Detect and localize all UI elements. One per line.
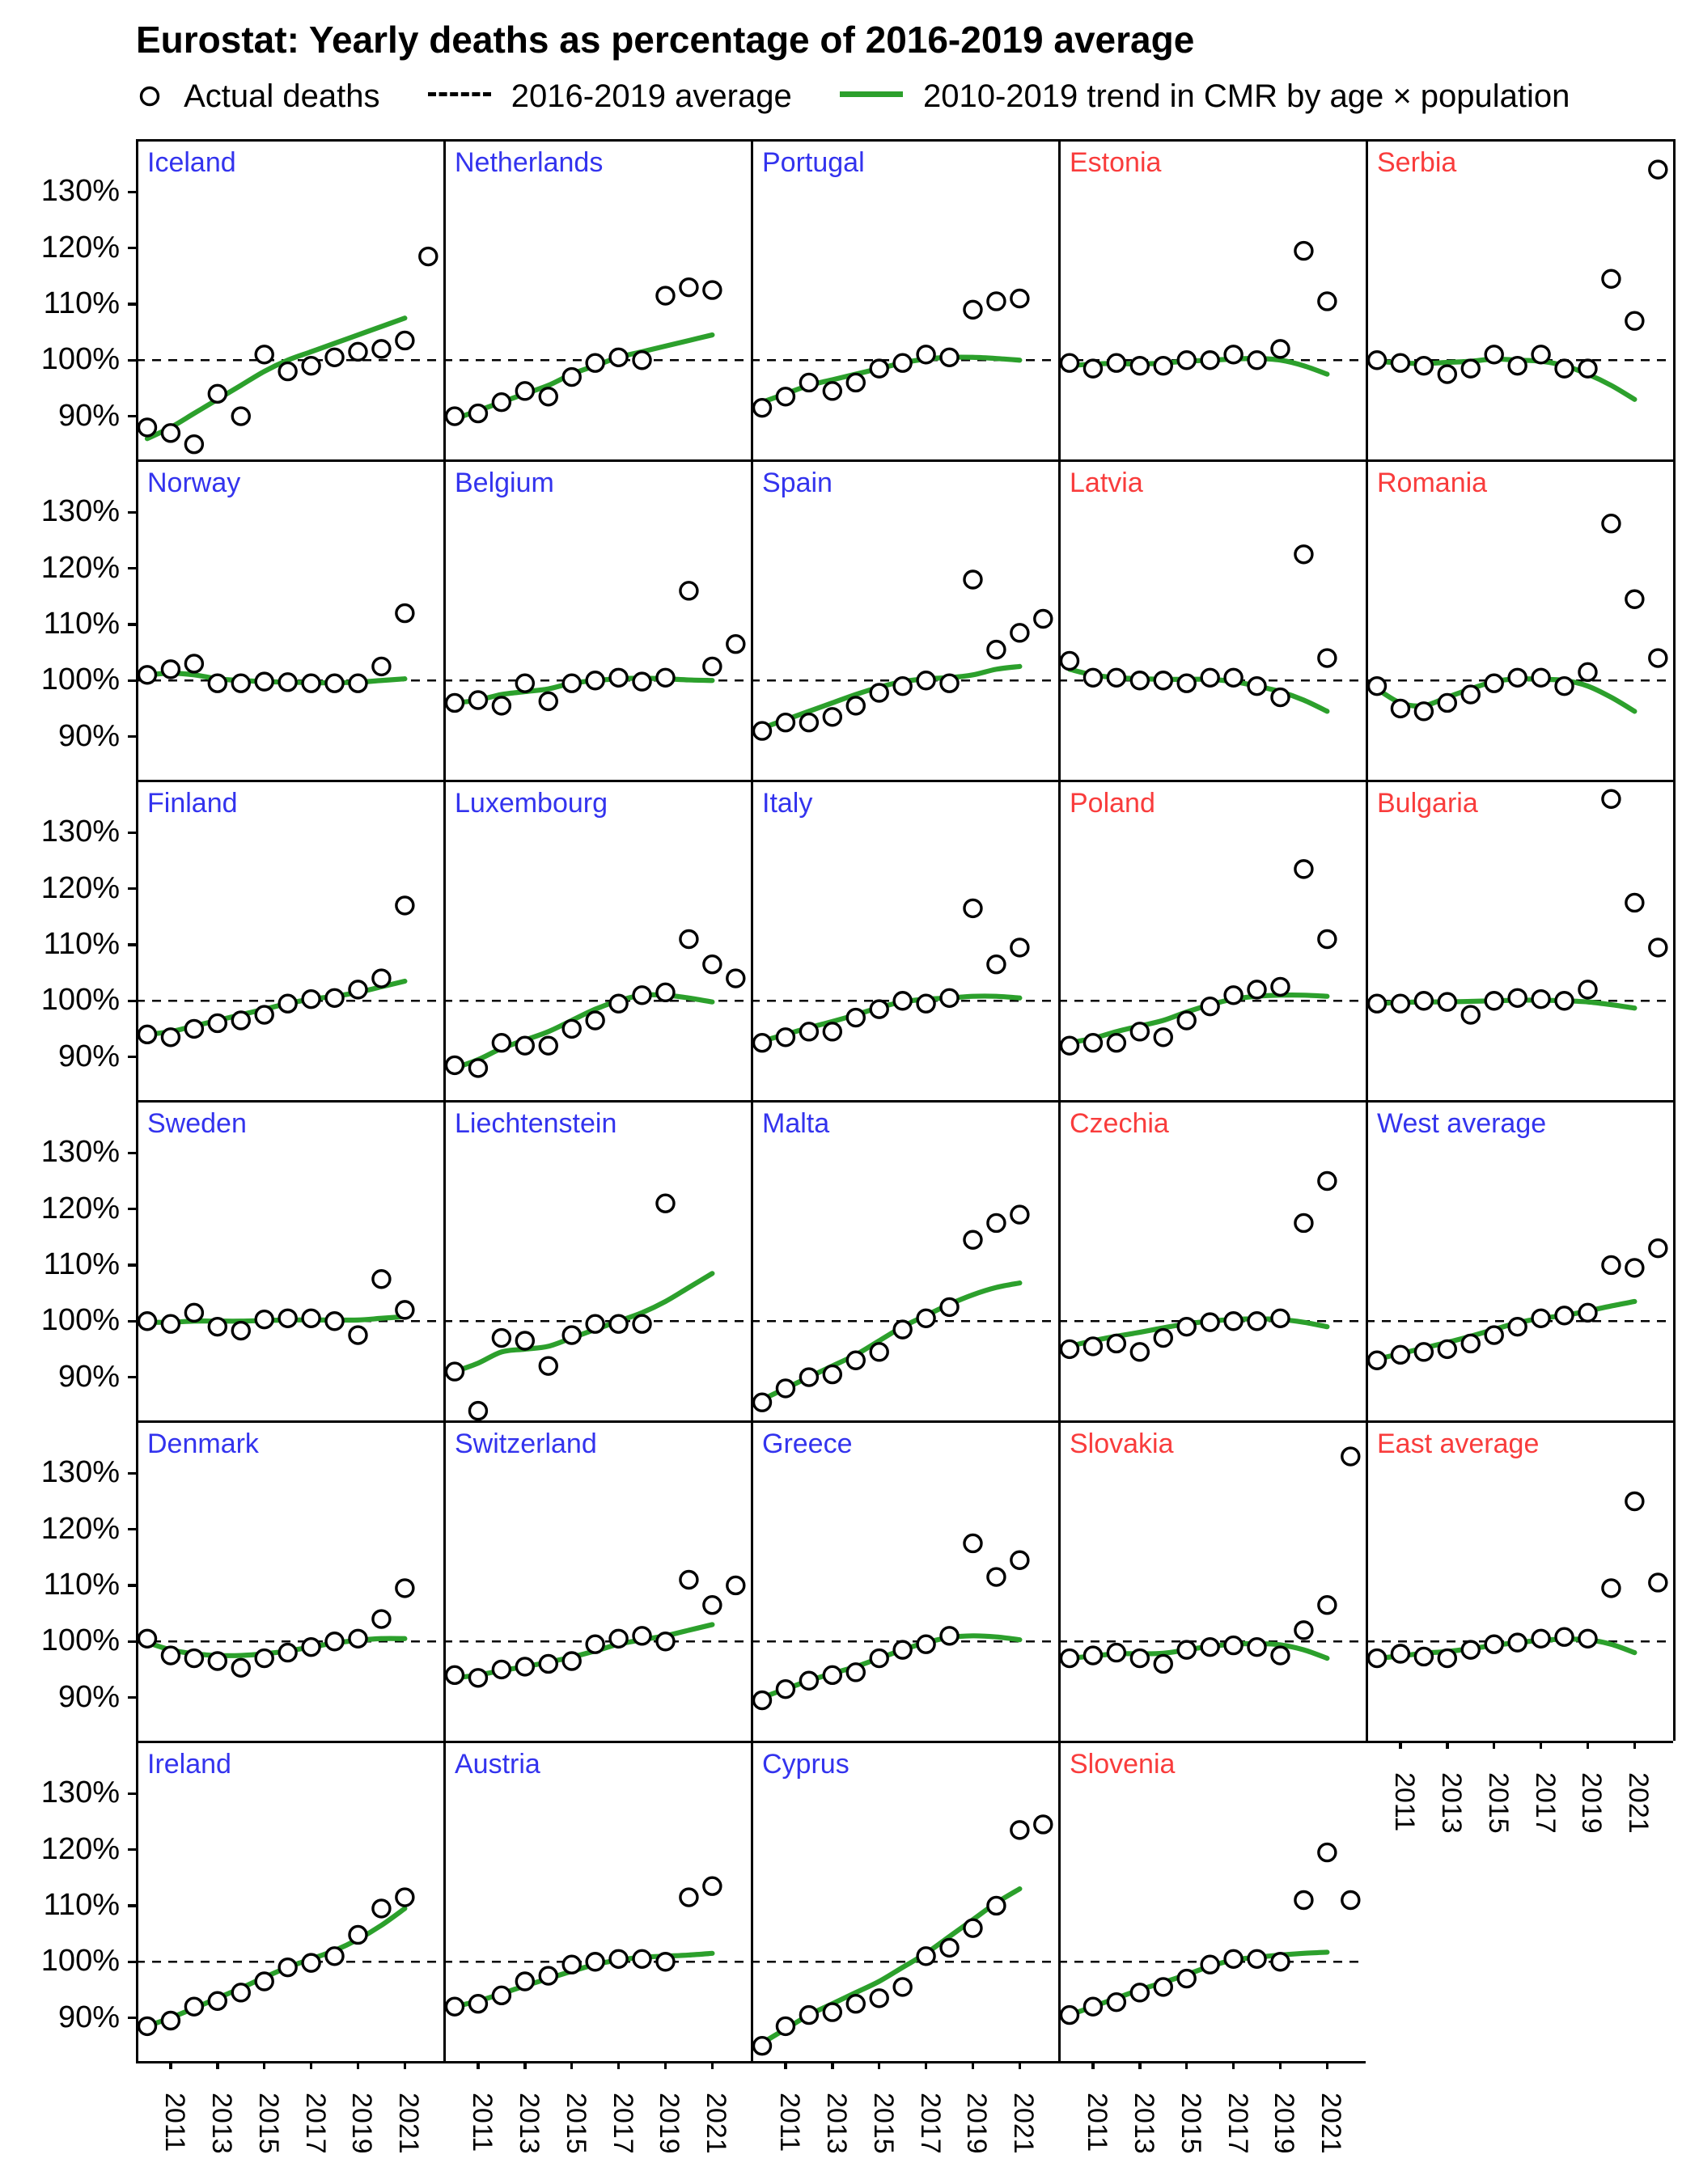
svg-text:Romania: Romania [1377,468,1487,498]
svg-text:Liechtenstein: Liechtenstein [455,1108,616,1139]
svg-text:Spain: Spain [762,468,833,498]
svg-text:Czechia: Czechia [1070,1108,1169,1139]
svg-text:Estonia: Estonia [1070,147,1161,178]
svg-text:Netherlands: Netherlands [455,147,603,178]
svg-text:Greece: Greece [762,1428,853,1459]
svg-text:Norway: Norway [147,468,240,498]
svg-text:Belgium: Belgium [455,468,554,498]
svg-text:Slovakia: Slovakia [1070,1428,1174,1459]
svg-text:West average: West average [1377,1108,1546,1139]
svg-text:Denmark: Denmark [147,1428,260,1459]
svg-text:Switzerland: Switzerland [455,1428,597,1459]
svg-text:Poland: Poland [1070,788,1155,819]
svg-text:Portugal: Portugal [762,147,865,178]
svg-text:Italy: Italy [762,788,812,819]
svg-text:Latvia: Latvia [1070,468,1143,498]
svg-text:Malta: Malta [762,1108,829,1139]
svg-text:Iceland: Iceland [147,147,236,178]
svg-text:Bulgaria: Bulgaria [1377,788,1478,819]
svg-text:Ireland: Ireland [147,1749,231,1780]
svg-text:Cyprus: Cyprus [762,1749,850,1780]
svg-text:Slovenia: Slovenia [1070,1749,1176,1780]
svg-text:Sweden: Sweden [147,1108,247,1139]
svg-text:Luxembourg: Luxembourg [455,788,608,819]
svg-text:Austria: Austria [455,1749,540,1780]
svg-text:Finland: Finland [147,788,238,819]
svg-text:Serbia: Serbia [1377,147,1456,178]
svg-text:East average: East average [1377,1428,1539,1459]
